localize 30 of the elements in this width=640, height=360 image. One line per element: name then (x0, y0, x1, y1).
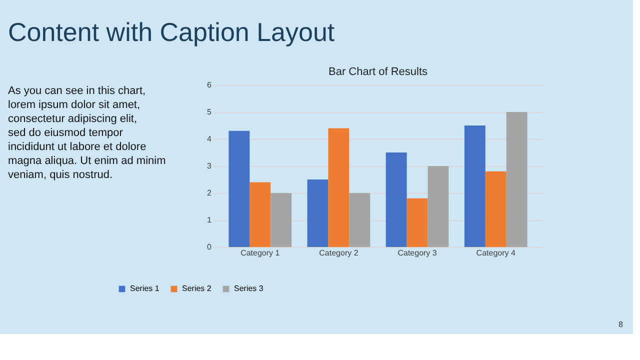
legend-label: Series 1 (130, 284, 160, 293)
text: 8 (618, 320, 624, 329)
y-tick-label: 2 (207, 188, 212, 198)
bar (506, 112, 528, 247)
y-tick-label: 6 (207, 80, 212, 90)
y-tick-label: 1 (207, 216, 212, 224)
legend-label: Series 2 (182, 284, 212, 293)
y-tick-label: 3 (207, 162, 212, 170)
x-tick-label: Category 2 (319, 248, 359, 258)
chart-title: Content with Caption Layout (8, 17, 336, 47)
bar (485, 171, 506, 247)
bar (349, 193, 370, 247)
bar (307, 180, 328, 247)
bar (250, 182, 271, 247)
y-tick-label: 4 (207, 134, 212, 144)
chart-subtitle: Bar Chart of Results (328, 66, 428, 78)
bar (464, 126, 486, 247)
bar (328, 128, 350, 247)
bar (406, 198, 428, 247)
y-tick-label: 5 (207, 108, 212, 116)
text: As you can see in this chart, lorem ipsum dolor sit amet, consectetur adipiscing elit, sed do eiusmod tempor incididunt ut labore et dolore magna aliqua. Ut enim ad minim veniam, quis nostrud. (8, 85, 166, 181)
x-tick-label: Category 4 (476, 248, 516, 258)
bar (386, 152, 407, 247)
legend-label: Series 3 (234, 284, 264, 293)
bar (228, 130, 250, 247)
x-tick-label: Category 3 (398, 248, 438, 258)
y-tick-label: 0 (207, 242, 212, 252)
bar (270, 193, 292, 247)
x-tick-label: Category 1 (240, 248, 280, 258)
bar (428, 166, 449, 247)
